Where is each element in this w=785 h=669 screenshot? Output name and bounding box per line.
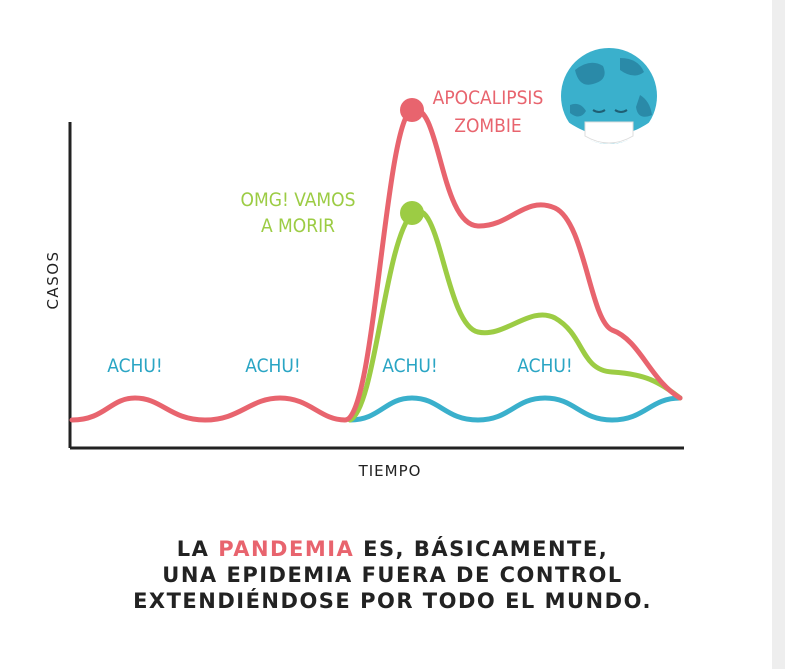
peak-dot <box>400 98 424 122</box>
annotation: APOCALIPSIS <box>433 87 544 109</box>
caption-text: ES, BÁSICAMENTE, <box>354 537 609 561</box>
annotation: OMG! VAMOS <box>241 189 356 211</box>
caption-line: EXTENDIÉNDOSE POR TODO EL MUNDO. <box>133 589 652 613</box>
caption-highlight: PANDEMIA <box>218 537 355 561</box>
caption: LA PANDEMIA ES, BÁSICAMENTE, UNA EPIDEMIA… <box>0 536 785 614</box>
green-curve <box>347 208 683 423</box>
annotation: ACHU! <box>382 355 438 377</box>
caption-text: LA <box>176 537 219 561</box>
annotation: ZOMBIE <box>454 115 521 137</box>
red-curve <box>69 107 683 423</box>
caption-line: UNA EPIDEMIA FUERA DE CONTROL <box>162 563 623 587</box>
annotation: ACHU! <box>517 355 573 377</box>
annotation: ACHU! <box>107 355 163 377</box>
peak-dot <box>400 201 424 225</box>
annotation: A MORIR <box>261 215 335 237</box>
earth-icon <box>561 48 657 144</box>
blue-curve <box>347 395 683 423</box>
x-axis-label: TIEMPO <box>358 462 422 480</box>
annotation: ACHU! <box>245 355 301 377</box>
y-axis-label: CASOS <box>44 250 62 309</box>
caption-line: LA PANDEMIA ES, BÁSICAMENTE, <box>0 536 785 562</box>
